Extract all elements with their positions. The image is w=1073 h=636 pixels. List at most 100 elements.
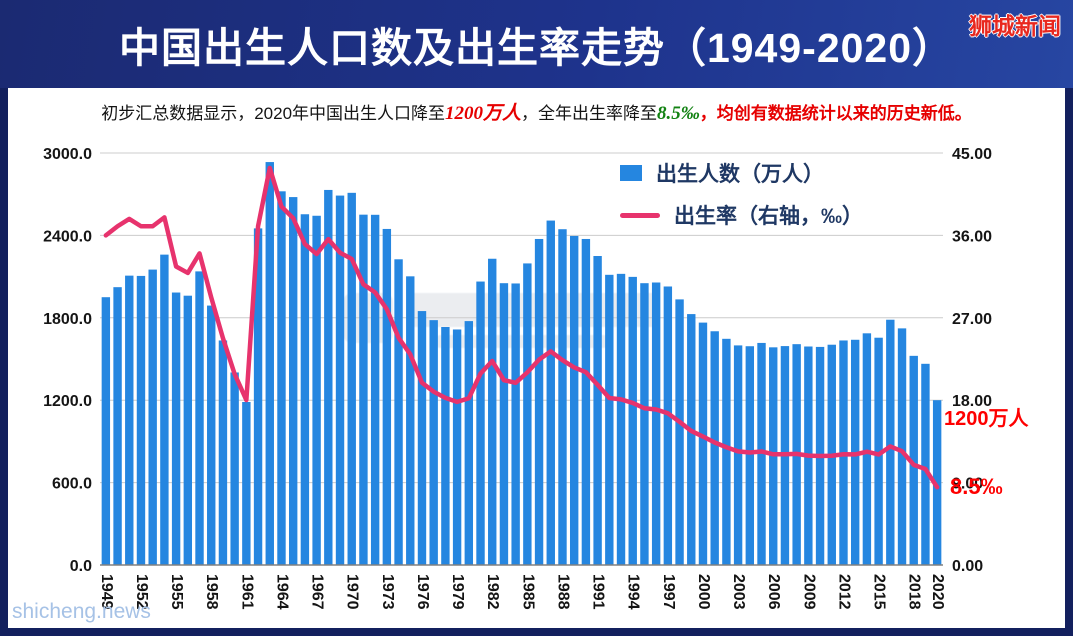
subtitle-births-highlight: 1200万人: [445, 103, 522, 124]
x-axis-tick-1976: 1976: [414, 574, 431, 610]
bar-1996: [651, 282, 661, 565]
bar-1952: [136, 275, 146, 565]
bar-2016: [886, 319, 895, 565]
right-axis-tick: 27.00: [952, 311, 992, 328]
bar-2005: [757, 342, 766, 565]
bar-1986: [534, 238, 544, 565]
bar-1961: [242, 401, 251, 565]
bar-1982: [488, 258, 497, 565]
bar-2001: [710, 331, 719, 565]
bar-1981: [476, 281, 485, 565]
bar-1983: [499, 283, 509, 565]
bar-1975: [406, 276, 415, 565]
bar-1962: [253, 228, 263, 565]
bar-2000: [698, 322, 708, 565]
left-axis-tick: 1800.0: [43, 311, 92, 328]
bar-1984: [511, 283, 520, 565]
x-axis-tick-1973: 1973: [379, 574, 396, 610]
bar-1960: [230, 372, 239, 565]
bar-1950: [113, 287, 122, 565]
bar-1965: [288, 197, 298, 566]
x-axis-tick-1982: 1982: [484, 574, 501, 610]
bar-1951: [125, 275, 134, 565]
bar-1985: [523, 263, 532, 565]
bar-1966: [300, 214, 310, 565]
x-axis-tick-2003: 2003: [730, 574, 747, 610]
x-axis-tick-2020: 2020: [929, 574, 946, 610]
left-axis-tick: 3000.0: [43, 146, 92, 163]
right-axis-tick: 0.00: [952, 558, 983, 575]
x-axis-tick-1952: 1952: [133, 574, 150, 610]
x-axis-tick-1955: 1955: [168, 574, 185, 610]
brand-watermark: 狮城新闻: [969, 13, 1061, 39]
bar-2015: [874, 337, 883, 565]
x-axis-tick-2006: 2006: [765, 574, 782, 610]
subtitle-comma: ，: [699, 104, 717, 123]
subtitle-rate-highlight: 8.5‰: [657, 103, 700, 124]
combo-chart: 3000.0 2400.0 1800.0 1200.0 600.0 0.0 45.00 36.…: [43, 146, 992, 610]
x-axis-tick-1949: 1949: [98, 574, 115, 610]
legend-line-swatch: [620, 212, 660, 218]
bar-2002: [722, 338, 731, 565]
bar-1993: [616, 273, 626, 565]
annotation-births-2020: 1200万人: [944, 408, 1029, 430]
bar-1989: [569, 235, 579, 565]
legend-bar-swatch: [620, 165, 642, 181]
legend-bar-label: 出生人数（万人）: [656, 163, 824, 186]
bar-1959: [218, 340, 228, 565]
legend-line-label: 出生率（右轴，‰）: [674, 205, 863, 228]
site-watermark: shicheng.news: [12, 600, 151, 623]
bar-1980: [464, 321, 474, 565]
subtitle-part3: 均创有数据统计以来的历史新低。: [716, 104, 972, 123]
bar-2017: [897, 328, 907, 565]
bar-1988: [558, 229, 567, 565]
bar-1956: [183, 295, 193, 565]
bar-2019: [921, 363, 930, 565]
left-axis-tick: 2400.0: [43, 228, 92, 245]
bar-1964: [277, 191, 286, 566]
bar-2020: [932, 400, 942, 565]
bar-1953: [148, 269, 157, 565]
bar-2014: [862, 333, 872, 565]
x-axis-tick-1979: 1979: [449, 574, 466, 610]
x-axis-tick-1988: 1988: [554, 574, 571, 610]
bar-1973: [382, 228, 392, 565]
bar-1958: [207, 305, 216, 565]
bar-2018: [909, 355, 918, 565]
bar-1994: [628, 276, 637, 565]
left-axis-tick: 1200.0: [43, 393, 92, 410]
right-axis-tick: 18.00: [952, 393, 992, 410]
x-axis-tick-1970: 1970: [344, 574, 361, 610]
annotation-rate-2020: 8.5‰: [950, 474, 1003, 499]
bar-1999: [687, 314, 696, 565]
bar-1998: [675, 299, 684, 565]
chart-legend: 出生人数（万人） 出生率（右轴，‰）: [620, 158, 863, 230]
x-axis-tick-1994: 1994: [625, 574, 642, 610]
x-axis-tick-1961: 1961: [238, 574, 255, 610]
right-axis-tick: 45.00: [952, 146, 992, 163]
bar-1997: [663, 286, 673, 565]
bar-1957: [195, 271, 204, 565]
right-axis-tick: 36.00: [952, 228, 992, 245]
birth-rate-line: [103, 165, 940, 490]
bar-1991: [593, 256, 602, 565]
bar-1954: [160, 254, 169, 566]
bar-2004: [745, 346, 755, 565]
bar-1978: [441, 327, 450, 565]
bar-1969: [335, 195, 345, 565]
legend-item-births: 出生人数（万人）: [620, 158, 863, 188]
bar-1979: [452, 329, 462, 565]
subtitle: 初步汇总数据显示，2020年中国出生人口降至1200万人，全年出生率降至8.5‰…: [8, 98, 1065, 125]
x-axis-tick-1985: 1985: [519, 574, 536, 610]
bar-1971: [359, 214, 368, 565]
title-banner: 中国出生人口数及出生率走势（1949-2020）: [0, 0, 1073, 88]
bar-1949: [101, 297, 111, 565]
subtitle-part1: 初步汇总数据显示，2020年中国出生人口降至: [101, 104, 446, 123]
bar-1992: [605, 274, 614, 565]
bar-1955: [171, 292, 181, 565]
subtitle-part2: ，全年出生率降至: [521, 104, 658, 123]
x-axis-tick-2012: 2012: [835, 574, 852, 610]
x-axis-tick-1958: 1958: [203, 574, 220, 610]
bar-1990: [581, 238, 591, 565]
chart-panel: 初步汇总数据显示，2020年中国出生人口降至1200万人，全年出生率降至8.5‰…: [8, 88, 1065, 628]
